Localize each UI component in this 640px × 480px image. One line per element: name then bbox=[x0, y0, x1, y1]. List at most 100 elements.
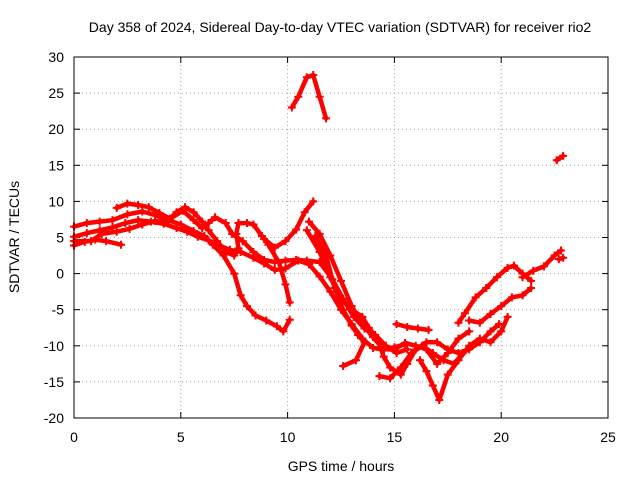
data-point bbox=[146, 217, 155, 226]
data-point bbox=[428, 349, 437, 358]
data-point bbox=[292, 225, 301, 234]
data-point bbox=[311, 232, 320, 241]
data-point bbox=[243, 302, 252, 311]
data-point bbox=[230, 269, 239, 278]
data-point bbox=[529, 266, 538, 275]
data-point bbox=[460, 309, 469, 318]
data-point bbox=[225, 245, 234, 254]
data-point bbox=[322, 251, 331, 260]
data-point bbox=[507, 293, 516, 302]
data-point bbox=[475, 318, 484, 327]
data-point bbox=[433, 338, 442, 347]
y-tick-label: 15 bbox=[48, 157, 64, 173]
data-point bbox=[138, 207, 147, 216]
data-point bbox=[210, 213, 219, 222]
data-point bbox=[285, 298, 294, 307]
data-point bbox=[396, 363, 405, 372]
y-tick-label: -20 bbox=[44, 410, 64, 426]
data-point bbox=[238, 237, 247, 246]
data-point bbox=[497, 327, 506, 336]
plot-frame bbox=[73, 56, 609, 419]
data-point bbox=[215, 241, 224, 250]
data-point bbox=[443, 370, 452, 379]
data-point bbox=[379, 352, 388, 361]
data-point bbox=[559, 253, 568, 262]
data-point bbox=[486, 327, 495, 336]
x-tick-label: 10 bbox=[280, 429, 296, 445]
data-point bbox=[403, 345, 412, 354]
data-point bbox=[294, 92, 303, 101]
data-point bbox=[234, 219, 243, 228]
data-point bbox=[116, 240, 125, 249]
data-point bbox=[439, 356, 448, 365]
data-point bbox=[351, 356, 360, 365]
data-point bbox=[369, 333, 378, 342]
data-point bbox=[285, 315, 294, 324]
data-point bbox=[166, 214, 175, 223]
data-point bbox=[347, 321, 356, 330]
data-point bbox=[559, 151, 568, 160]
data-point bbox=[492, 273, 501, 282]
data-point bbox=[178, 206, 187, 215]
data-point bbox=[309, 197, 318, 206]
y-tick-label: 30 bbox=[48, 49, 64, 65]
data-point bbox=[121, 219, 130, 228]
data-point bbox=[527, 276, 536, 285]
x-axis-label: GPS time / hours bbox=[288, 458, 395, 474]
data-point bbox=[189, 208, 198, 217]
data-point bbox=[326, 287, 335, 296]
data-point bbox=[82, 229, 91, 238]
y-tick-label: 10 bbox=[48, 193, 64, 209]
data-point bbox=[550, 251, 559, 260]
data-point bbox=[134, 216, 143, 225]
data-point bbox=[339, 305, 348, 314]
data-point bbox=[251, 311, 260, 320]
data-point bbox=[443, 349, 452, 358]
y-tick-label: 25 bbox=[48, 85, 64, 101]
series-track-6 bbox=[261, 199, 316, 250]
chart-title: Day 358 of 2024, Sidereal Day-to-day VTE… bbox=[89, 19, 592, 35]
x-tick-label: 15 bbox=[387, 429, 403, 445]
data-point bbox=[527, 284, 536, 293]
data-point bbox=[123, 210, 132, 219]
data-point bbox=[390, 345, 399, 354]
data-point bbox=[465, 327, 474, 336]
data-point bbox=[454, 334, 463, 343]
data-point bbox=[379, 345, 388, 354]
data-point bbox=[386, 363, 395, 372]
data-point bbox=[123, 199, 132, 208]
data-point bbox=[221, 219, 230, 228]
data-point bbox=[112, 203, 121, 212]
data-point bbox=[204, 236, 213, 245]
data-point bbox=[281, 264, 290, 273]
data-point bbox=[375, 372, 384, 381]
y-tick-label: 20 bbox=[48, 121, 64, 137]
data-point bbox=[401, 338, 410, 347]
data-point bbox=[486, 310, 495, 319]
data-point bbox=[183, 227, 192, 236]
y-axis-label: SDTVAR / TECUs bbox=[6, 181, 22, 293]
data-point bbox=[281, 280, 290, 289]
data-point bbox=[95, 226, 104, 235]
data-point bbox=[369, 343, 378, 352]
x-tick-label: 5 bbox=[177, 429, 185, 445]
data-point bbox=[80, 237, 89, 246]
data-point bbox=[204, 226, 213, 235]
data-point bbox=[281, 256, 290, 265]
data-point bbox=[82, 219, 91, 228]
data-point bbox=[260, 255, 269, 264]
data-point bbox=[396, 370, 405, 379]
data-point bbox=[465, 341, 474, 350]
data-point bbox=[189, 216, 198, 225]
data-point bbox=[204, 219, 213, 228]
data-point bbox=[155, 208, 164, 217]
data-point bbox=[315, 272, 324, 281]
data-point bbox=[159, 219, 168, 228]
data-point bbox=[228, 229, 237, 238]
data-point bbox=[433, 359, 442, 368]
data-point bbox=[249, 247, 258, 256]
data-point bbox=[475, 334, 484, 343]
data-point bbox=[279, 327, 288, 336]
y-tick-label: -15 bbox=[44, 374, 64, 390]
data-point bbox=[287, 103, 296, 112]
